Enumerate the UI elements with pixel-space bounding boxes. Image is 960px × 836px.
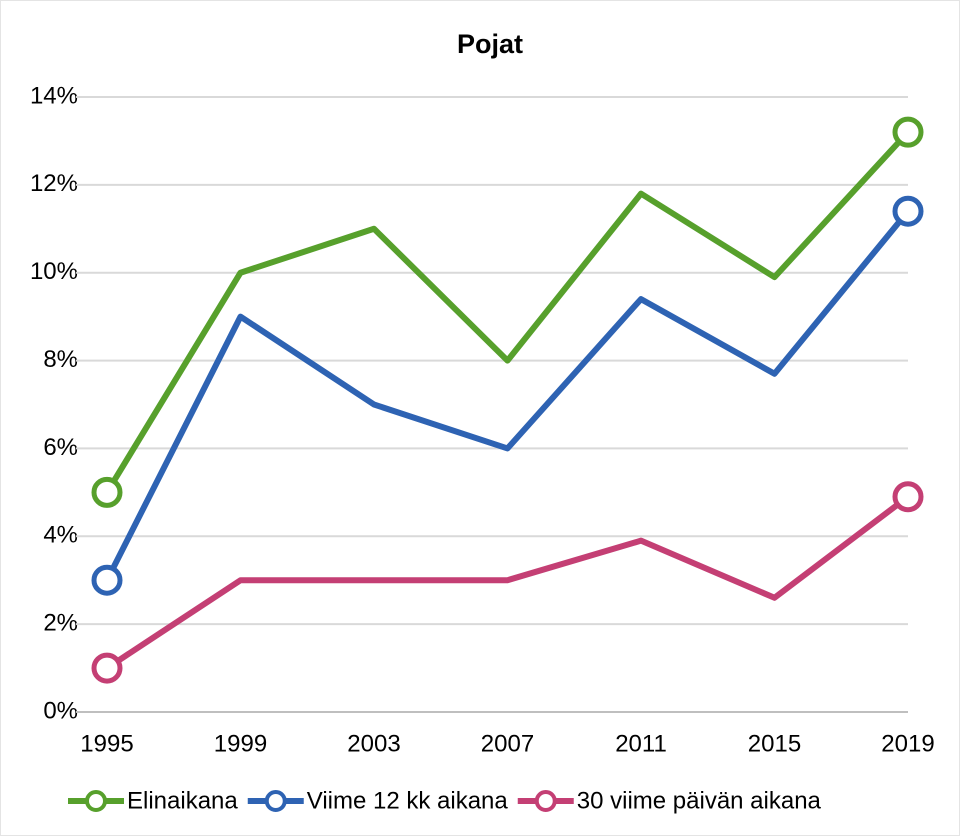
end-marker (892, 481, 924, 513)
legend-label: 30 viime päivän aikana (577, 787, 822, 814)
legend-marker (534, 790, 557, 812)
legend-marker (264, 790, 287, 812)
legend-item: 30 viime päivän aikana (517, 787, 822, 814)
y-tick-label: 4% (43, 522, 78, 549)
end-marker (91, 476, 123, 508)
series-line (105, 494, 910, 671)
legend-label: Viime 12 kk aikana (307, 787, 509, 814)
series-line (104, 209, 911, 582)
end-marker (892, 116, 924, 148)
y-tick-label: 2% (43, 609, 78, 636)
end-marker (91, 564, 123, 596)
legend-item: Elinaikana (68, 787, 238, 814)
legend-marker (85, 790, 107, 812)
legend-label: Elinaikana (127, 787, 238, 814)
x-tick-label: 1995 (80, 730, 133, 757)
x-tick-label: 1999 (214, 730, 267, 757)
y-tick-label: 10% (30, 258, 78, 285)
x-tick-label: 2003 (347, 730, 400, 757)
x-tick-label: 2015 (748, 730, 801, 757)
y-tick-label: 6% (43, 434, 78, 461)
legend-item: Viime 12 kk aikana (247, 787, 509, 814)
end-marker (91, 652, 123, 684)
x-tick-label: 2011 (615, 730, 667, 757)
x-tick-label: 2019 (881, 730, 934, 757)
y-tick-label: 12% (30, 170, 78, 197)
y-tick-label: 14% (30, 82, 78, 109)
series-line (104, 130, 911, 494)
y-tick-label: 8% (43, 346, 78, 373)
chart-title: Pojat (457, 29, 523, 59)
y-tick-label: 0% (43, 697, 78, 724)
end-marker (892, 195, 924, 227)
x-tick-label: 2007 (481, 730, 534, 757)
